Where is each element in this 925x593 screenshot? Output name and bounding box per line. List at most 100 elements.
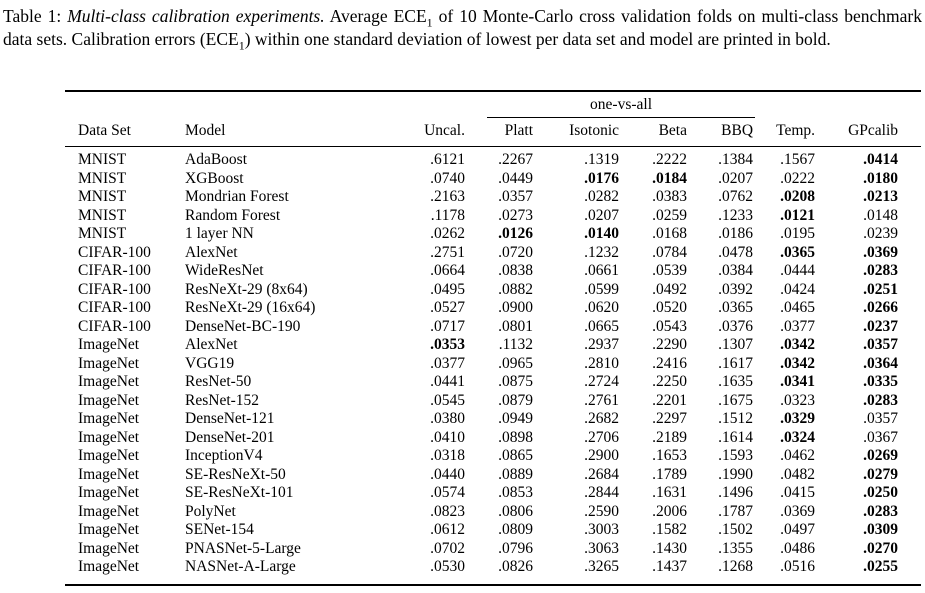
value-cell: .0900 bbox=[498, 299, 533, 316]
value-cell: .0801 bbox=[498, 317, 533, 335]
dataset-cell: CIFAR-100 bbox=[78, 262, 151, 279]
table-row: MNIST Random Forest .1178 .0273 .0207 .0259 .1… bbox=[65, 207, 921, 226]
value-cell: .0796 bbox=[498, 539, 533, 557]
value-cell: .0410 bbox=[430, 428, 465, 446]
table-row: ImageNet ResNet-50 .0441 .0875 .2724 .2250 .16… bbox=[65, 373, 921, 392]
value-cell: .0353 bbox=[430, 336, 465, 353]
col-header-isotonic: Isotonic bbox=[535, 118, 623, 147]
value-cell: .0661 bbox=[584, 262, 619, 279]
value-cell: .0495 bbox=[430, 280, 465, 298]
value-cell: .0826 bbox=[498, 558, 533, 575]
value-cell: .1437 bbox=[652, 558, 687, 575]
value-cell: .0740 bbox=[430, 169, 465, 187]
value-cell: .2761 bbox=[584, 391, 619, 409]
value-cell: .0259 bbox=[652, 206, 687, 224]
table-row: MNIST Mondrian Forest .2163 .0357 .0282 .0383… bbox=[65, 188, 921, 207]
value-cell: .2006 bbox=[652, 502, 687, 520]
col-header-gpcalib: GPcalib bbox=[823, 118, 922, 147]
model-cell: AdaBoost bbox=[185, 151, 247, 168]
dataset-cell: ImageNet bbox=[78, 354, 140, 372]
value-cell: .0444 bbox=[780, 262, 816, 279]
model-cell: XGBoost bbox=[185, 169, 244, 187]
table-row: ImageNet SE-ResNeXt-101 .0574 .0853 .2844 .16… bbox=[65, 484, 921, 503]
value-cell: .2682 bbox=[584, 410, 619, 427]
value-cell: .0965 bbox=[498, 354, 533, 372]
value-cell: .0392 bbox=[718, 280, 754, 298]
value-cell: .3265 bbox=[584, 558, 619, 575]
value-cell: .2267 bbox=[498, 151, 533, 168]
caption-body-3: ) within one standard deviation of lowes… bbox=[244, 29, 831, 49]
value-cell: .0449 bbox=[498, 169, 533, 187]
value-cell: .0324 bbox=[780, 428, 816, 446]
dataset-cell: CIFAR-100 bbox=[78, 243, 151, 261]
value-cell: .0543 bbox=[652, 317, 687, 335]
spacer-cell bbox=[65, 91, 467, 118]
table-row: MNIST XGBoost .0740 .0449 .0176 .0184 .0207 .02… bbox=[65, 170, 921, 189]
value-cell: .1430 bbox=[652, 539, 687, 557]
model-cell: ResNeXt-29 (16x64) bbox=[185, 299, 316, 316]
value-cell: .2163 bbox=[430, 188, 465, 205]
model-cell: Random Forest bbox=[185, 206, 281, 224]
value-cell: .0309 bbox=[863, 521, 899, 538]
value-cell: .0365 bbox=[780, 243, 816, 261]
value-cell: .0357 bbox=[863, 410, 899, 427]
model-cell: DenseNet-BC-190 bbox=[185, 317, 301, 335]
value-cell: .2222 bbox=[652, 151, 687, 168]
value-cell: .0357 bbox=[863, 336, 899, 353]
value-cell: .0208 bbox=[780, 188, 816, 205]
value-cell: .1355 bbox=[718, 539, 754, 557]
value-cell: .0383 bbox=[652, 188, 687, 205]
table-row: ImageNet PNASNet-5-Large .0702 .0796 .3063 .1… bbox=[65, 540, 921, 559]
value-cell: .0530 bbox=[430, 558, 465, 575]
one-vs-all-label: one-vs-all bbox=[487, 96, 756, 118]
model-cell: 1 layer NN bbox=[185, 225, 254, 242]
value-cell: .0478 bbox=[718, 243, 754, 261]
caption-body-1: Average ECE bbox=[329, 6, 427, 26]
model-cell: SE-ResNeXt-101 bbox=[185, 484, 294, 501]
value-cell: .0335 bbox=[863, 373, 899, 390]
value-cell: .0377 bbox=[430, 354, 465, 372]
group-header-row: one-vs-all bbox=[65, 91, 921, 118]
model-cell: VGG19 bbox=[185, 354, 235, 372]
model-cell: PolyNet bbox=[185, 502, 236, 520]
dataset-cell: MNIST bbox=[78, 151, 127, 168]
dataset-cell: ImageNet bbox=[78, 428, 140, 446]
value-cell: .0465 bbox=[780, 299, 816, 316]
table-body: MNIST AdaBoost .6121 .2267 .1319 .2222 .1384 .1… bbox=[65, 147, 921, 585]
value-cell: .0762 bbox=[718, 188, 754, 205]
value-cell: .0239 bbox=[863, 225, 899, 242]
value-cell: .0702 bbox=[430, 539, 465, 557]
value-cell: .0784 bbox=[652, 243, 687, 261]
table-row: ImageNet InceptionV4 .0318 .0865 .2900 .1653.… bbox=[65, 447, 921, 466]
model-cell: NASNet-A-Large bbox=[185, 558, 296, 575]
value-cell: .0823 bbox=[430, 502, 465, 520]
value-cell: .0126 bbox=[498, 225, 533, 242]
model-cell: AlexNet bbox=[185, 243, 238, 261]
value-cell: .0186 bbox=[718, 225, 754, 242]
value-cell: .0269 bbox=[863, 447, 899, 464]
value-cell: .0527 bbox=[430, 299, 465, 316]
table-row: ImageNet NASNet-A-Large .0530 .0826 .3265 .14… bbox=[65, 558, 921, 585]
value-cell: .1384 bbox=[718, 151, 754, 168]
table-row: ImageNet AlexNet .0353 .1132 .2937 .2290 .1307… bbox=[65, 336, 921, 355]
value-cell: .0207 bbox=[718, 169, 754, 187]
value-cell: .0222 bbox=[780, 169, 816, 187]
value-cell: .0664 bbox=[430, 262, 465, 279]
value-cell: .0665 bbox=[584, 317, 619, 335]
value-cell: .1502 bbox=[718, 521, 754, 538]
value-cell: .0176 bbox=[584, 169, 619, 187]
dataset-cell: ImageNet bbox=[78, 521, 140, 538]
value-cell: .0949 bbox=[498, 410, 533, 427]
value-cell: .0251 bbox=[863, 280, 899, 298]
model-cell: ResNet-152 bbox=[185, 391, 260, 409]
dataset-cell: ImageNet bbox=[78, 410, 140, 427]
value-cell: .0180 bbox=[863, 169, 899, 187]
value-cell: .0342 bbox=[780, 336, 816, 353]
dataset-cell: ImageNet bbox=[78, 336, 140, 353]
table-row: ImageNet VGG19 .0377 .0965 .2810 .2416 .1617 .0… bbox=[65, 355, 921, 374]
value-cell: .0865 bbox=[498, 447, 533, 464]
value-cell: .1319 bbox=[584, 151, 619, 168]
col-header-model: Model bbox=[185, 118, 360, 147]
value-cell: .1787 bbox=[718, 502, 754, 520]
value-cell: .0414 bbox=[863, 151, 899, 168]
